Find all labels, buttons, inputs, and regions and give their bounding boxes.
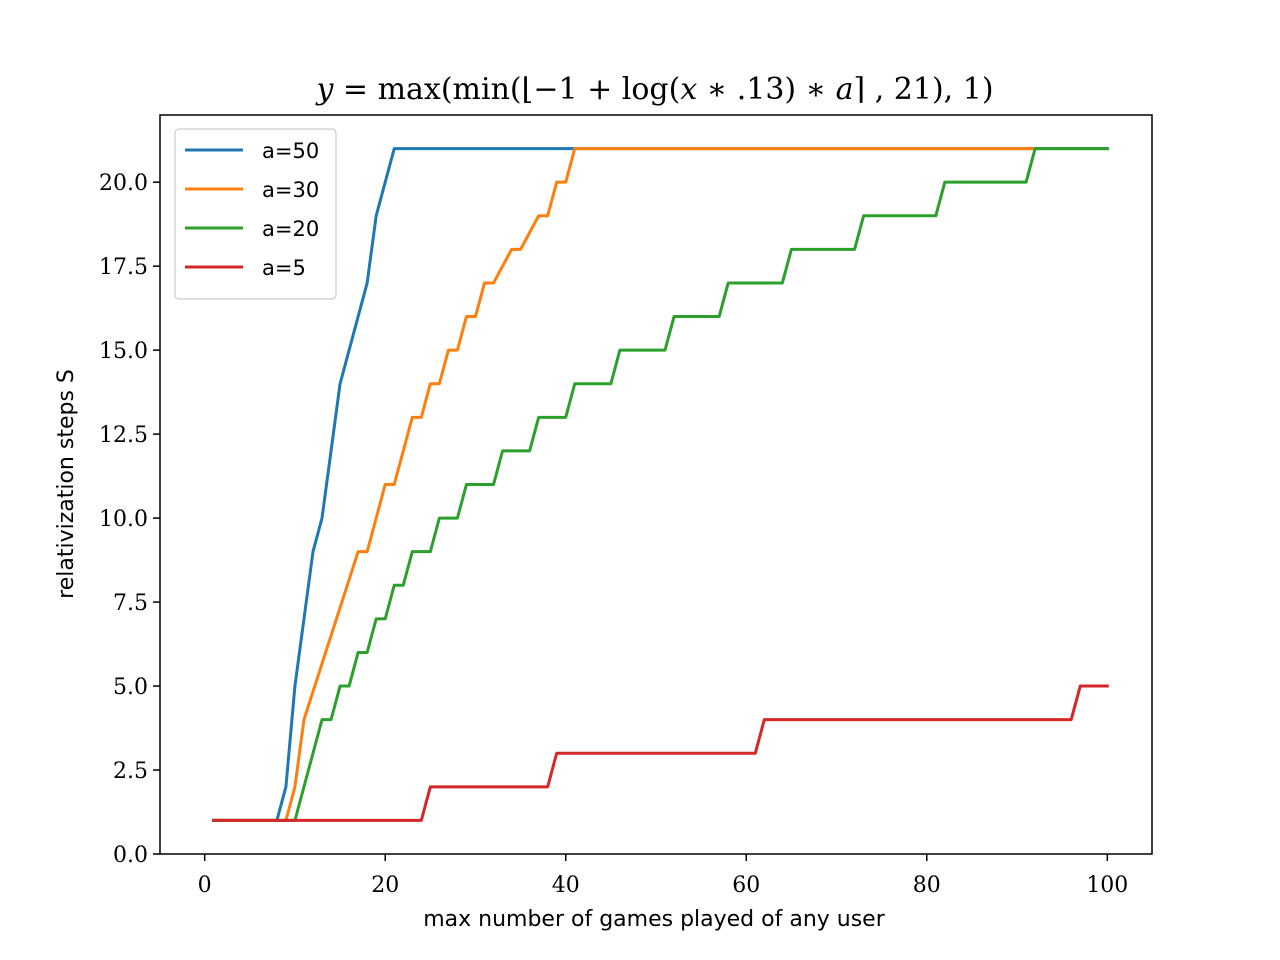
x-tick-label: 100 <box>1086 873 1128 898</box>
x-tick-label: 60 <box>732 873 760 898</box>
y-axis-ticks: 0.0 2.5 5.0 7.5 10.0 12.5 15.0 17.5 20.0 <box>99 171 160 868</box>
legend-label: a=50 <box>262 139 319 163</box>
title-part-4: ∗ .13) ∗ <box>697 72 835 107</box>
x-tick-label: 0 <box>198 873 212 898</box>
title-part-2: = max(min(⌊−1 + log( <box>333 72 680 107</box>
x-tick-label: 20 <box>371 873 399 898</box>
x-axis-ticks: 0 20 40 60 80 100 <box>198 854 1128 898</box>
x-tick-label: 80 <box>913 873 941 898</box>
y-tick-label: 17.5 <box>99 255 148 280</box>
legend-box <box>174 128 337 300</box>
legend-label: a=20 <box>262 217 319 241</box>
title-var-y: y <box>314 72 334 107</box>
plot-area-frame <box>159 114 1153 855</box>
y-tick-label: 2.5 <box>113 759 148 784</box>
x-axis-label: max number of games played of any user <box>423 907 885 932</box>
y-tick-label: 12.5 <box>99 423 148 448</box>
legend-label: a=30 <box>262 178 319 202</box>
title-var-a: a <box>836 72 854 107</box>
legend-label: a=5 <box>262 256 306 280</box>
series-line-a-30 <box>212 147 1037 822</box>
series-line-a-5 <box>212 684 1109 822</box>
chart-title: y = max(min(⌊−1 + log(x ∗ .13) ∗ a⌉ , 21… <box>314 72 993 107</box>
y-tick-label: 7.5 <box>113 591 148 616</box>
y-tick-label: 5.0 <box>113 675 148 700</box>
y-tick-label: 0.0 <box>113 843 148 868</box>
title-part-6: ⌉ , 21), 1) <box>853 72 993 107</box>
x-tick-label: 40 <box>552 873 580 898</box>
title-var-x: x <box>680 72 697 107</box>
y-tick-label: 15.0 <box>99 339 148 364</box>
y-axis-label: relativization steps S <box>54 369 79 599</box>
legend: a=50 a=30 a=20 a=5 <box>174 128 337 300</box>
y-tick-label: 20.0 <box>99 171 148 196</box>
series-line-a-20 <box>212 147 1109 822</box>
y-tick-label: 10.0 <box>99 507 148 532</box>
series-line-a-50 <box>212 147 1109 822</box>
series-layer <box>212 147 1109 822</box>
